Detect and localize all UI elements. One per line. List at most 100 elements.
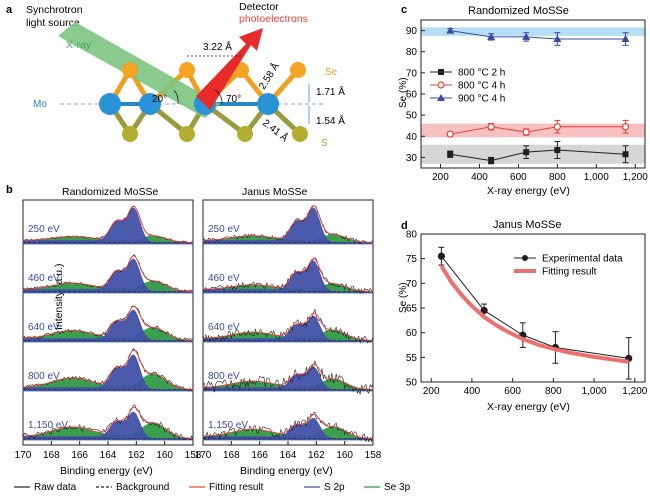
data-point	[446, 26, 455, 34]
energy-label: 800 eV	[28, 371, 60, 382]
b-x-tick-label: 162	[308, 450, 325, 461]
x-tick-label: 1,000	[584, 172, 609, 183]
legend-marker	[437, 94, 445, 101]
s2p-peak	[22, 411, 194, 441]
b-x-tick-label: 164	[280, 450, 297, 461]
fit-line	[202, 205, 373, 243]
b-x-tick-label: 160	[156, 450, 173, 461]
data-point	[480, 306, 488, 315]
x-tick-label: 400	[471, 172, 488, 183]
legend-label-1: Fitting result	[542, 267, 597, 278]
energy-label: 460 eV	[28, 273, 60, 284]
y-tick-label: 70	[406, 68, 418, 79]
angle-right-label: 70°	[226, 94, 241, 105]
x-tick-label: 600	[504, 386, 521, 397]
legend-marker	[438, 69, 444, 75]
data-point	[488, 157, 495, 164]
right-spectra: 250 eV 460 eV 640 eV 800 eV 1,150 eV	[202, 204, 374, 443]
b-xlabel-left: Binding energy (eV)	[60, 465, 153, 477]
legend-label-1: 800 °C 4 h	[458, 81, 505, 92]
data-point	[554, 147, 561, 154]
panel-d-chart: d Janus MoSSe 200 400 600 800 1,000 1,200 50 55…	[398, 219, 648, 413]
b-legend-label-2: Fitting result	[209, 482, 264, 493]
b-x-tick-label: 158	[365, 450, 382, 461]
data-point	[446, 130, 454, 138]
d-ylabel: Se (%)	[398, 282, 409, 313]
legend-marker	[522, 255, 528, 261]
photoelectrons-label: photoelectrons	[239, 13, 308, 25]
s2p-peak	[22, 258, 194, 294]
c-plot-area: 200 400 600 800 1,000 1,200 30 40 50 60 70 80 90	[406, 26, 648, 183]
s-label: S	[321, 138, 328, 149]
dist-down-label: 1.54 Å	[316, 114, 345, 127]
raw-data-line	[22, 348, 194, 392]
se-label: Se	[325, 67, 338, 78]
dist-diag1-label: 2.58 Å	[256, 60, 283, 92]
y-tick-label: 90	[406, 26, 418, 37]
source-label-1: Synchrotron	[26, 4, 83, 16]
raw-data-line	[22, 206, 194, 244]
y-tick-label: 30	[406, 153, 418, 164]
energy-label: 1,150 eV	[28, 420, 68, 431]
b-x-tick-label: 168	[223, 450, 240, 461]
b-legend-label-4: Se 3p	[384, 482, 411, 493]
d-plot-area: 200 400 600 800 1,000 1,200 50 55 60 65 70 75 80	[406, 230, 648, 398]
raw-data-line	[202, 257, 374, 295]
fit-line	[203, 312, 373, 341]
y-tick-label: 70	[406, 279, 418, 290]
b-x-tick-label: 160	[336, 450, 353, 461]
d-legend: Experimental data Fitting result	[514, 254, 623, 278]
y-tick-label: 60	[406, 328, 418, 339]
data-point	[621, 123, 630, 131]
b-ylabel: Intensity (a.u.)	[53, 263, 65, 330]
energy-label: 1,150 eV	[208, 420, 248, 431]
y-tick-label: 50	[406, 378, 418, 389]
raw-data-line	[202, 411, 374, 443]
y-tick-label: 55	[406, 353, 418, 364]
energy-label: 250 eV	[208, 224, 240, 235]
x-tick-label: 800	[549, 172, 566, 183]
s2p-peak	[22, 354, 194, 392]
b-x-tick-label: 166	[251, 450, 268, 461]
x-tick-label: 200	[432, 172, 449, 183]
fit-line	[22, 406, 194, 439]
fit-line	[202, 414, 373, 439]
data-point	[553, 35, 562, 43]
legend-label-0: Experimental data	[542, 254, 623, 265]
energy-label: 250 eV	[28, 224, 60, 235]
x-tick-label: 1,000	[582, 386, 607, 397]
data-point	[487, 123, 495, 131]
c-ylabel: Se (%)	[398, 77, 409, 108]
c-legend: 800 °C 2 h 800 °C 4 h 900 °C 4 h	[430, 68, 505, 105]
panel-a-schematic: a Synchrotron light source X-ray	[6, 1, 345, 149]
b-legend-label-0: Raw data	[34, 482, 77, 493]
y-tick-label: 60	[406, 90, 418, 101]
b-legend-label-1: Background	[116, 482, 169, 493]
panel-c-letter: c	[401, 4, 407, 16]
detector-label: Detector	[239, 1, 279, 13]
legend-label-0: 800 °C 2 h	[458, 68, 505, 79]
raw-data-line	[202, 308, 374, 344]
angle-right-arc	[214, 89, 223, 105]
s2p-peak	[22, 309, 194, 343]
y-tick-label: 80	[406, 47, 418, 58]
x-tick-label: 800	[545, 386, 562, 397]
fit-line	[23, 255, 193, 292]
fit-line	[202, 258, 373, 292]
left-title: Randomized MoSSe	[62, 186, 158, 198]
xray-label: X-ray	[66, 39, 92, 51]
fit-line	[23, 205, 193, 243]
x-tick-label: 1,200	[623, 172, 648, 183]
x-tick-label: 1,200	[622, 386, 647, 397]
raw-data-line	[22, 404, 194, 441]
panel-d-letter: d	[401, 220, 408, 232]
data-point	[447, 151, 454, 158]
panel-c-chart: c Randomized MoSSe 200 400 600 800 1,000 1,20…	[398, 4, 648, 197]
photoelectron-arrow	[196, 28, 263, 110]
x-tick-label: 200	[423, 386, 440, 397]
b-x-tick-label: 164	[100, 450, 117, 461]
data-point	[487, 32, 496, 40]
b-legend: Raw data Background Fitting result S 2p Se 3…	[14, 482, 411, 493]
b-x-tick-label: 158	[185, 450, 202, 461]
